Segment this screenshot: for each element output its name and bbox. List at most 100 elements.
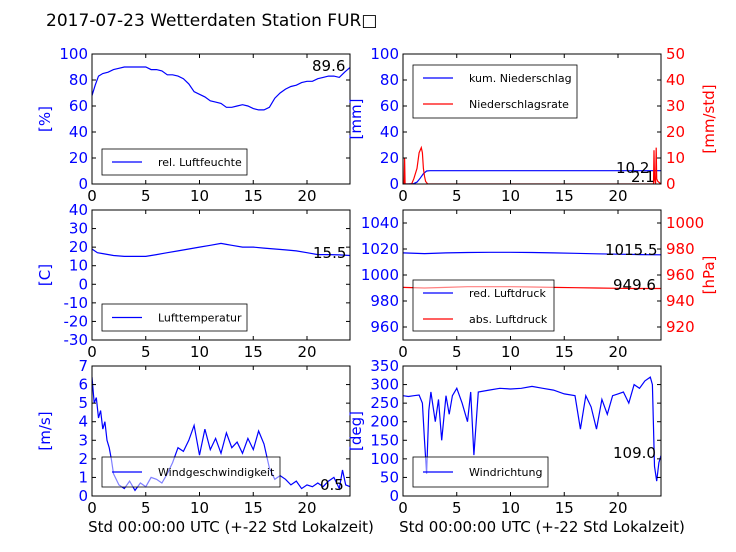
x-tick-label: 10 [501,499,520,517]
y-tick-label: 0 [78,487,88,505]
y2-tick-label: 40 [666,71,685,89]
x-tick-label: 20 [297,343,316,361]
figure-title: 2017-07-23 Wetterdaten Station FUR□ [46,11,377,31]
x-tick-label: 5 [452,499,462,517]
x-tick-label: 0 [398,343,408,361]
y2-tick-label: 960 [666,266,695,284]
y2-tick-label: 30 [666,97,685,115]
y-tick-label: 6 [78,376,88,394]
x-tick-label: 0 [87,499,97,517]
x-tick-label: 20 [608,499,627,517]
y2-axis-label: [hPa] [700,256,718,295]
y-tick-label: 60 [69,97,88,115]
y-tick-label: -20 [64,312,89,330]
y-tick-label: -10 [64,294,89,312]
y-tick-label: 0 [389,487,399,505]
legend-label: kum. Niederschlag [469,72,572,85]
last-value-label: 89.6 [312,57,345,75]
x-tick-label: 20 [297,499,316,517]
y-tick-label: 40 [69,123,88,141]
x-tick-label: 10 [190,343,209,361]
y-tick-label: 0 [78,275,88,293]
y-tick-label: 100 [370,450,399,468]
y-tick-label: 7 [78,357,88,375]
y-tick-label: 50 [380,468,399,486]
y-axis-label: [deg] [347,411,365,451]
y-axis-label: [m/s] [36,411,54,450]
x-tick-label: 15 [244,187,263,205]
series-line-0 [403,170,661,184]
y-tick-label: -30 [64,331,89,349]
legend-label: Windrichtung [469,466,542,479]
legend-box [412,279,555,332]
y-tick-label: 40 [380,123,399,141]
x-tick-label: 15 [555,499,574,517]
x-tick-label: 0 [398,499,408,517]
y-tick-label: 20 [69,149,88,167]
x-tick-label: 5 [141,187,151,205]
x-tick-label: 20 [608,343,627,361]
y-tick-label: 0 [78,175,88,193]
y-tick-label: 1 [78,468,88,486]
x-tick-label: 0 [87,187,97,205]
y-tick-label: 300 [370,376,399,394]
plot-frame [91,53,351,185]
last-value-label: 109.0 [613,444,656,462]
y-tick-label: 20 [69,238,88,256]
y-tick-label: 40 [69,201,88,219]
y-tick-label: 2 [78,450,88,468]
last-value-label: 1015.5 [605,241,658,259]
y-tick-label: 200 [370,413,399,431]
y2-tick-label: 50 [666,45,685,63]
y-axis-label: [mm] [347,99,365,140]
y-tick-label: 3 [78,431,88,449]
legend-label: red. Luftdruck [469,287,546,300]
series-line-0 [403,251,661,256]
series-line-0 [92,242,350,257]
y-tick-label: 250 [370,394,399,412]
x-tick-label: 15 [244,499,263,517]
x-tick-label: 0 [398,187,408,205]
series-line-1 [403,145,661,184]
y-tick-label: 150 [370,431,399,449]
x-tick-label: 0 [87,343,97,361]
y-tick-label: 350 [370,357,399,375]
legend-label: Lufttemperatur [158,312,242,325]
y-axis-label: [C] [36,264,54,286]
y2-tick-label: 10 [666,149,685,167]
x-tick-label: 15 [555,187,574,205]
series-line-0 [403,376,661,482]
x-axis-label: Std 00:00:00 UTC (+-22 Std Lokalzeit) [88,518,374,536]
plot-frame [402,53,662,185]
x-tick-label: 10 [501,187,520,205]
y2-tick-label: 940 [666,292,695,310]
y-tick-label: 980 [370,292,399,310]
y-tick-label: 10 [69,257,88,275]
x-tick-label: 10 [501,343,520,361]
y-tick-label: 5 [78,394,88,412]
legend-label: rel. Luftfeuchte [158,156,242,169]
plot-frame [402,365,662,497]
legend-box [412,456,549,488]
x-tick-label: 15 [555,343,574,361]
x-tick-label: 5 [452,187,462,205]
last-value-label: 10.2 [616,159,649,177]
y-tick-label: 1000 [361,266,399,284]
x-tick-label: 5 [141,343,151,361]
y-tick-label: 80 [69,71,88,89]
y2-tick-label: 0 [666,175,676,193]
series-line-0 [92,66,350,111]
x-tick-label: 20 [608,187,627,205]
y-tick-label: 100 [370,45,399,63]
x-axis-label: Std 00:00:00 UTC (+-22 Std Lokalzeit) [399,518,685,536]
legend-label: Niederschlagsrate [469,98,569,111]
y-tick-label: 0 [389,175,399,193]
legend-label: abs. Luftdruck [469,313,548,326]
y2-tick-label: 920 [666,318,695,336]
y-tick-label: 80 [380,71,399,89]
y-tick-label: 1020 [361,240,399,258]
plot-frame [91,365,351,497]
